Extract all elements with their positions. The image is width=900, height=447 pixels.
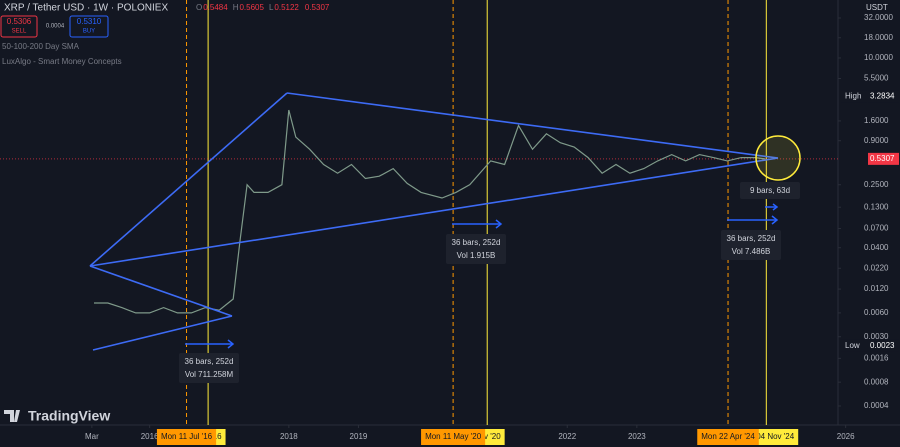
- ohlc-value: 0.5605: [239, 3, 264, 12]
- ohlc-letter: O: [196, 3, 202, 12]
- sell-button[interactable]: [0, 15, 38, 38]
- arrow-head: [227, 339, 235, 349]
- range-end-date: Nov '20: [474, 432, 501, 441]
- measure-text: Vol 711.258M: [185, 370, 234, 379]
- range-start-date-box: [156, 429, 217, 445]
- buy-button[interactable]: [69, 15, 109, 38]
- trendline: [89, 92, 288, 267]
- trendline: [92, 315, 233, 351]
- y-tick-label: 0.0016: [864, 353, 889, 362]
- sell-price: 0.5306: [7, 17, 32, 26]
- buy-price: 0.5310: [77, 17, 102, 26]
- measure-box: [740, 182, 800, 199]
- y-tick-label: 1.6000: [864, 116, 889, 125]
- high-value: 3.2834: [870, 91, 895, 100]
- high-label: High: [845, 91, 861, 100]
- arrow-head: [771, 215, 779, 225]
- last-badge: [868, 152, 899, 165]
- low-value: 0.0023: [870, 341, 895, 350]
- measure-text: Vol 1.915B: [457, 251, 496, 260]
- sell-label: SELL: [12, 29, 27, 35]
- arrow-head: [495, 219, 503, 229]
- spread: 0.0004: [46, 24, 65, 30]
- ohlc-letter: L: [269, 3, 274, 12]
- x-tick-label: 2016: [141, 432, 159, 441]
- y-tick-label: 0.9000: [864, 136, 889, 145]
- x-tick-label: 2023: [628, 432, 646, 441]
- last-value: 0.5307: [870, 154, 895, 163]
- y-tick-label: 0.0060: [864, 308, 889, 317]
- range-end-date: Mon 04 Nov '24: [738, 432, 794, 441]
- y-tick-label: 0.0400: [864, 243, 889, 252]
- range-start-date-box: [697, 429, 759, 445]
- measure-text: 36 bars, 252d: [727, 234, 776, 243]
- trendline: [286, 92, 779, 159]
- measure-text: 36 bars, 252d: [185, 357, 234, 366]
- high-badge: [868, 90, 899, 103]
- y-tick-label: 0.2500: [864, 180, 889, 189]
- y-tick-label: 0.0220: [864, 263, 889, 272]
- trendline: [89, 265, 233, 317]
- logo: TradingView: [28, 408, 110, 424]
- trendline: [89, 157, 779, 267]
- y-tick-label: 0.1300: [864, 202, 889, 211]
- x-tick-label: 2022: [558, 432, 576, 441]
- measure-text: Vol 7.486B: [732, 247, 771, 256]
- high-tag: [841, 90, 867, 103]
- x-tick-label: 2026: [837, 432, 855, 441]
- low-label: Low: [845, 341, 860, 350]
- ohlc-value: 0.5484: [203, 3, 228, 12]
- range-start-date: Mon 11 Jul '16: [161, 432, 213, 441]
- range-start-date: Mon 11 May '20: [425, 432, 482, 441]
- logo-icon: [4, 410, 20, 422]
- highlight-circle: [755, 135, 801, 181]
- y-tick-label: 0.0120: [864, 284, 889, 293]
- buy-label: BUY: [83, 29, 95, 35]
- trendlines: [89, 92, 779, 351]
- indicator-name[interactable]: 50-100-200 Day SMA: [2, 42, 80, 51]
- range-start-date: Mon 22 Apr '24: [701, 432, 755, 441]
- ohlc-value: 0.5307: [305, 3, 330, 12]
- range-start-date-box: [421, 429, 486, 445]
- y-tick-label: 0.0030: [864, 332, 889, 341]
- measure-arrows: [185, 203, 779, 349]
- x-tick-label: Mar: [85, 432, 99, 441]
- indicator-name[interactable]: LuxAlgo - Smart Money Concepts: [2, 57, 122, 66]
- arrow-head: [772, 203, 779, 211]
- ohlc-value: 0.5122: [274, 3, 299, 12]
- y-tick-label: 10.0000: [864, 53, 893, 62]
- low-badge: [868, 339, 899, 352]
- measure-box: [446, 234, 506, 264]
- y-tick-label: 0.0008: [864, 377, 889, 386]
- currency: USDT: [866, 3, 888, 12]
- measure-text: 36 bars, 252d: [452, 238, 501, 247]
- y-tick-label: 5.5000: [864, 74, 889, 83]
- low-tag: [841, 339, 867, 352]
- y-tick-label: 0.0004: [864, 401, 889, 410]
- measure-box: [179, 353, 239, 383]
- measure-text: 9 bars, 63d: [750, 186, 790, 195]
- symbol-title: XRP / Tether USD · 1W · POLONIEX: [4, 3, 168, 14]
- x-tick-label: 2019: [350, 432, 368, 441]
- y-tick-label: 32.0000: [864, 13, 893, 22]
- y-tick-label: 0.0700: [864, 224, 889, 233]
- ohlc-letter: H: [233, 3, 239, 12]
- measure-box: [721, 230, 781, 260]
- y-tick-label: 18.0000: [864, 33, 893, 42]
- x-tick-label: 2018: [280, 432, 298, 441]
